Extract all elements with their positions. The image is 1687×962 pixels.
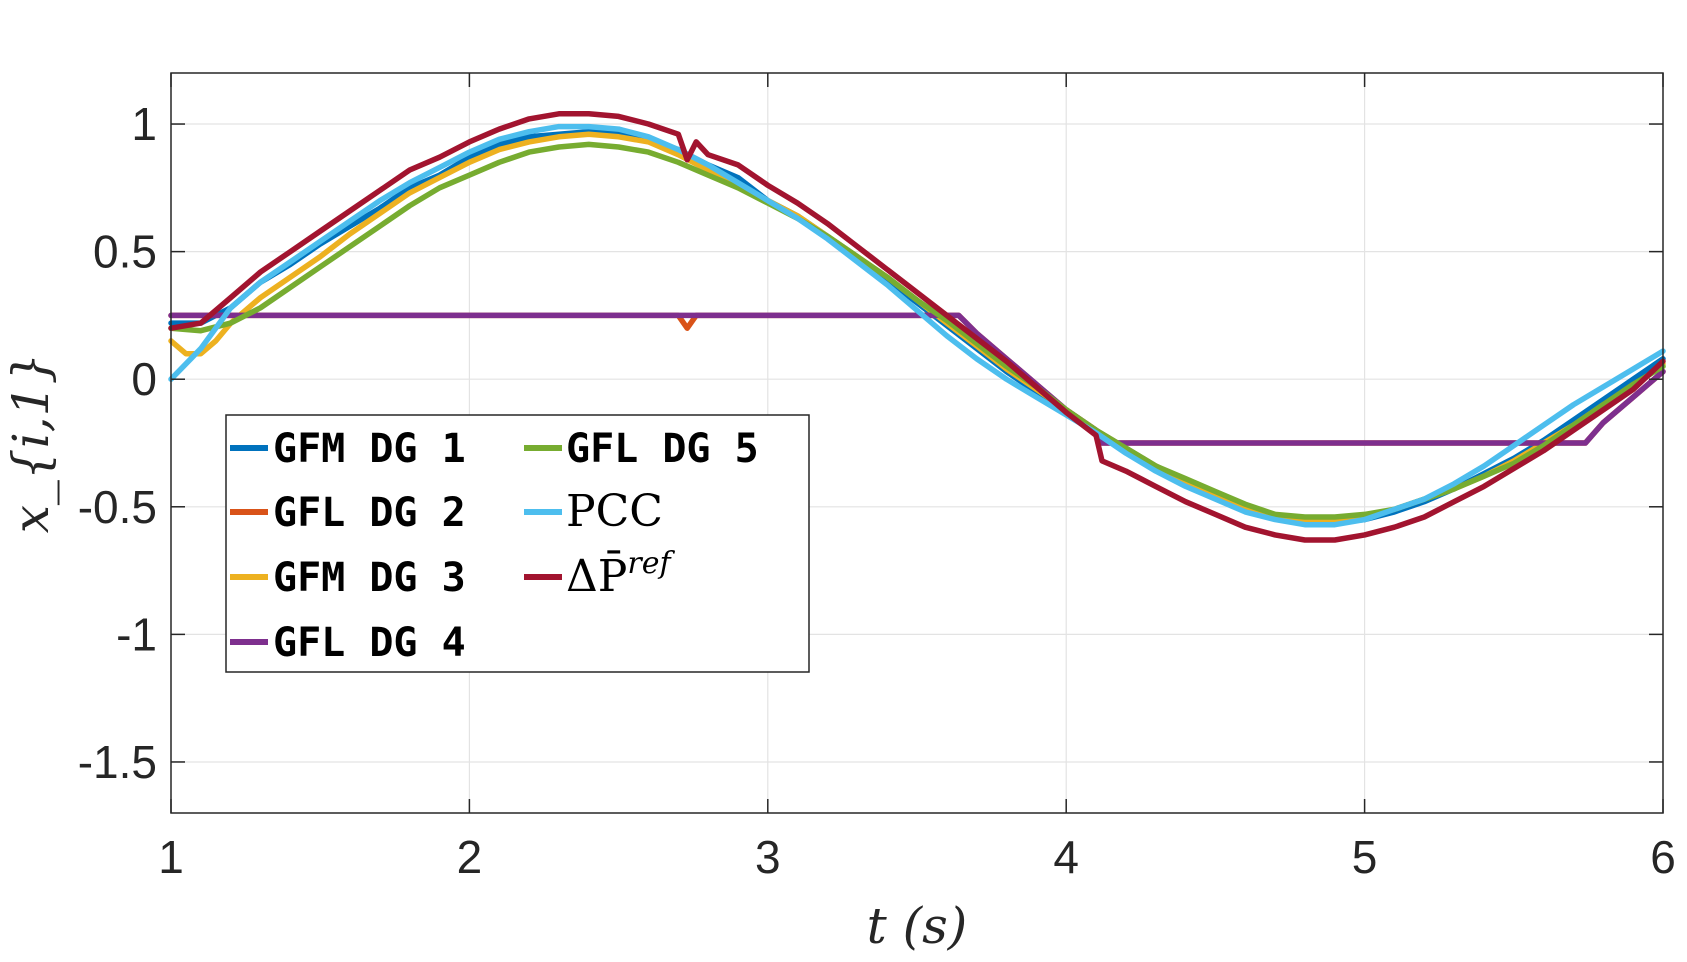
y-tick-label: 0 <box>131 353 157 405</box>
y-tick-label: -1 <box>116 608 157 660</box>
legend-label-gfm-dg-3: GFM DG 3 <box>273 555 466 601</box>
tick-marks <box>170 73 1664 813</box>
y-axis-label-text: x_{i,1} <box>2 353 60 534</box>
series-line-6 <box>168 123 1666 528</box>
legend-label-gfl-dg-2: GFL DG 2 <box>273 490 466 536</box>
x-tick-label: 1 <box>158 831 184 883</box>
legend-label-gfl-dg-4: GFL DG 4 <box>273 620 466 666</box>
legend-box <box>225 414 810 673</box>
x-tick-label: 4 <box>1053 831 1079 883</box>
legend: GFM DG 1 GFL DG 2 GFM DG 3 GFL DG 4 GFL … <box>225 414 810 673</box>
series-line-7 <box>168 111 1666 543</box>
x-axis-label: t (s) <box>867 897 968 955</box>
legend-label-pcc: PCC <box>566 486 663 537</box>
legend-label-delta-p-ref: ΔP̄ref <box>566 546 675 602</box>
y-tick-label: -0.5 <box>78 481 157 533</box>
x-tick-label: 3 <box>755 831 781 883</box>
y-tick-labels: 1 0.5 0 -0.5 -1 -1.5 <box>78 98 157 788</box>
x-tick-label: 6 <box>1650 831 1676 883</box>
legend-label-delta-p-ref-base: ΔP̄ <box>566 549 627 602</box>
series-layer <box>168 111 1666 543</box>
y-tick-label: -1.5 <box>78 736 157 788</box>
y-axis-label: x_{i,1} <box>2 353 60 534</box>
y-tick-label: 1 <box>131 98 157 150</box>
axes-box <box>170 72 1664 814</box>
x-tick-labels: 1 2 3 4 5 6 <box>158 831 1676 883</box>
x-tick-label: 2 <box>457 831 483 883</box>
legend-label-delta-p-ref-sup: ref <box>627 546 675 581</box>
legend-label-gfl-dg-5: GFL DG 5 <box>566 426 759 472</box>
x-tick-label: 5 <box>1352 831 1378 883</box>
legend-label-gfm-dg-1: GFM DG 1 <box>273 426 466 472</box>
x-axis-label-text: t (s) <box>867 897 968 955</box>
y-tick-label: 0.5 <box>93 226 157 278</box>
